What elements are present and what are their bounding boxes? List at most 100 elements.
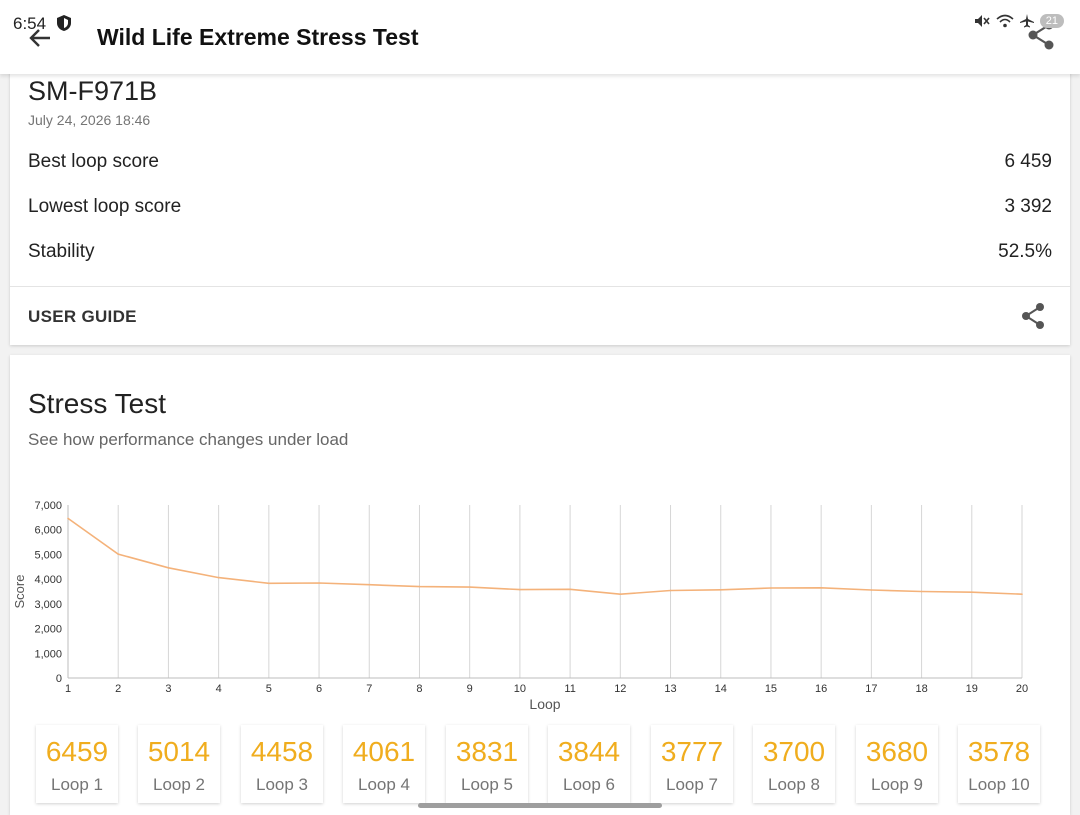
data-point (117, 553, 120, 555)
loop-tile: 4458 Loop 3 (241, 725, 323, 803)
x-tick-label: 11 (564, 683, 575, 695)
x-tick-label: 7 (366, 683, 372, 695)
test-date: July 24, 2026 18:46 (28, 112, 151, 128)
x-tick-label: 13 (664, 683, 676, 695)
status-time: 6:54 (13, 14, 47, 33)
x-tick-label: 3 (165, 683, 171, 695)
loop-score: 4061 (352, 736, 416, 767)
stability-row: Stability 52.5% (28, 241, 1052, 267)
loop-score: 3578 (967, 736, 1031, 767)
data-point (669, 589, 672, 592)
loop-score: 5014 (147, 736, 211, 767)
loop-label: Loop 4 (358, 775, 410, 794)
status-bar: 6:54 21 (0, 0, 1080, 33)
x-tick-label: 17 (865, 683, 877, 695)
wifi-icon (996, 14, 1014, 28)
x-tick-label: 19 (966, 683, 978, 695)
x-tick-label: 5 (266, 683, 272, 695)
data-point (418, 585, 421, 588)
loop-label: Loop 9 (871, 775, 923, 794)
y-tick-label: 6,000 (34, 525, 62, 537)
data-point (1021, 593, 1023, 595)
loop-label: Loop 2 (153, 775, 205, 794)
y-tick-label: 1,000 (34, 648, 62, 660)
data-point (217, 576, 220, 579)
loop-label: Loop 3 (256, 775, 308, 794)
data-point (619, 593, 622, 595)
loop-tile: 4061 Loop 4 (343, 725, 425, 803)
gesture-handle[interactable] (418, 803, 662, 808)
x-tick-label: 2 (115, 683, 121, 695)
back-arrow-icon[interactable] (24, 22, 56, 54)
stress-test-card: Stress Test See how performance changes … (10, 355, 1070, 815)
y-tick-label: 5,000 (34, 549, 62, 561)
x-tick-label: 12 (614, 683, 626, 695)
y-tick-label: 7,000 (34, 500, 62, 512)
user-guide-button[interactable]: USER GUIDE (28, 307, 137, 326)
loop-score: 3700 (762, 736, 826, 767)
loop-label: Loop 5 (461, 775, 513, 794)
loop-tile: 5014 Loop 2 (138, 725, 220, 803)
best-loop-value: 6 459 (1004, 151, 1052, 172)
lowest-loop-value: 3 392 (1004, 196, 1052, 217)
stability-label: Stability (28, 241, 95, 262)
y-tick-label: 0 (56, 673, 62, 685)
x-tick-label: 8 (416, 683, 422, 695)
data-point (268, 582, 270, 585)
loop-tile: 3831 Loop 5 (446, 725, 528, 803)
y-axis-title: Score (12, 575, 27, 609)
x-tick-label: 9 (467, 683, 473, 695)
status-icons: 21 (974, 14, 1064, 28)
loop-label: Loop 1 (51, 775, 103, 794)
loop-label: Loop 10 (968, 775, 1030, 794)
x-tick-label: 6 (316, 683, 322, 695)
loop-tile: 3680 Loop 9 (856, 725, 938, 803)
loop-label: Loop 7 (666, 775, 718, 794)
x-tick-label: 20 (1016, 683, 1028, 695)
airplane-icon (1019, 14, 1034, 28)
divider (10, 286, 1070, 287)
x-tick-label: 1 (65, 683, 71, 695)
loop-label: Loop 6 (563, 775, 615, 794)
data-point (67, 517, 69, 520)
data-point (870, 589, 873, 591)
data-point (318, 582, 320, 584)
page-title: Wild Life Extreme Stress Test (97, 24, 419, 50)
x-tick-label: 18 (915, 683, 927, 695)
data-point (519, 588, 521, 591)
loop-score-tiles: 6459 Loop 1 5014 Loop 2 4458 Loop 3 4061… (36, 725, 1068, 815)
device-name: SM-F971B (28, 76, 158, 106)
share-icon[interactable] (1020, 302, 1046, 330)
summary-card: SM-F971B July 24, 2026 18:46 Best loop s… (10, 60, 1070, 345)
data-point (569, 588, 571, 591)
loop-label: Loop 8 (768, 775, 820, 794)
x-axis-title: Loop (529, 696, 560, 712)
loop-tile: 3578 Loop 10 (958, 725, 1040, 803)
lowest-loop-label: Lowest loop score (28, 196, 182, 217)
data-point (770, 587, 772, 589)
loop-tile: 3700 Loop 8 (753, 725, 835, 803)
y-tick-label: 2,000 (34, 624, 62, 636)
y-tick-label: 3,000 (34, 599, 62, 611)
data-point (970, 591, 973, 594)
stress-test-title: Stress Test (28, 388, 166, 419)
data-point (820, 586, 822, 589)
y-tick-label: 4,000 (34, 574, 62, 586)
data-point (719, 588, 722, 591)
battery-indicator: 21 (1039, 14, 1064, 28)
loop-score: 3831 (455, 736, 519, 767)
app-bar: Wild Life Extreme Stress Test (0, 0, 1080, 74)
loop-score: 3680 (865, 736, 929, 767)
x-tick-label: 16 (815, 683, 827, 695)
x-tick-label: 14 (715, 683, 727, 695)
loop-score: 4458 (250, 736, 314, 767)
stability-value: 52.5% (998, 241, 1052, 262)
loop-tile: 3844 Loop 6 (548, 725, 630, 803)
data-point (920, 590, 923, 593)
x-tick-label: 15 (765, 683, 777, 695)
best-loop-label: Best loop score (28, 151, 159, 172)
loop-score: 3777 (660, 736, 724, 767)
loop-tile: 3777 Loop 7 (651, 725, 733, 803)
score-series-line (67, 517, 1023, 596)
